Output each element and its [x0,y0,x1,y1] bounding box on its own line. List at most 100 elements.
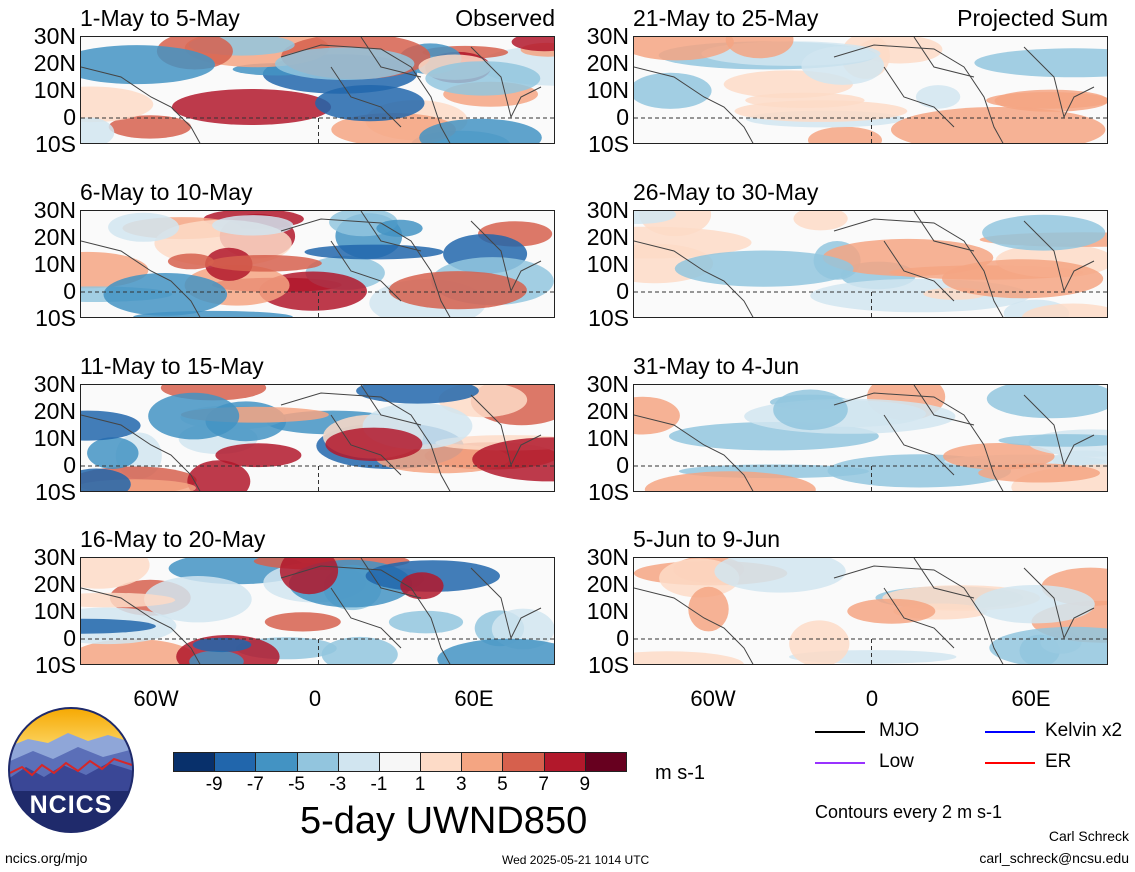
legend-kelvin-label: Kelvin x2 [1045,720,1123,741]
right-panel-0-note: Projected Sum [957,5,1108,31]
anomaly-field [634,37,1107,143]
right-panel-1-lat-label: 10N [586,251,629,277]
colorbar-tick-label: -1 [370,774,388,795]
colorbar [173,752,627,772]
colorbar-swatch [378,752,422,772]
right-panel-2-lat-label: 10N [586,425,629,451]
colorbar-swatch [296,752,339,772]
left-panel-3-lat-label: 10S [35,652,76,678]
right-panel-3-title: 5-Jun to 9-Jun [633,526,781,552]
right-panel-2-title: 31-May to 4-Jun [633,353,800,379]
colorbar-swatch [461,752,504,772]
legend-er-label: ER [1045,751,1072,772]
footer-email[interactable]: carl_schreck@ncsu.edu [979,850,1129,866]
anomaly-field [634,211,1107,317]
anomaly-field [634,385,1107,491]
colorbar-tick-label: 1 [414,774,426,795]
right-panel-0-lat-label: 20N [586,50,629,76]
colorbar-tick-label: -5 [288,774,305,795]
right-panel-0-title: 21-May to 25-May [633,5,819,31]
footer-url[interactable]: ncics.org/mjo [5,850,88,866]
right-panel-1-lat-label: 20N [586,224,629,250]
right-panel-2-lat-label: 20N [586,398,629,424]
colorbar-tick-label: 3 [455,774,467,795]
left-panel-0-lat-label: 10N [33,77,76,103]
left-panel-0-lat-label: 10S [35,131,76,157]
left-panel-1-title: 6-May to 10-May [80,179,253,205]
legend-er-swatch [985,762,1035,764]
right-panel-3-lat-label: 30N [586,544,629,570]
colorbar-swatch [420,752,463,772]
right-panel-1-lat-label: 30N [586,197,629,223]
right-panel-3-lat-label: 10S [588,652,629,678]
left-panel-2-map [80,384,555,492]
left-panel-3-map [80,557,555,665]
lon-label-0-left: 0 [308,686,322,711]
anomaly-field [81,558,554,664]
left-panel-1-lat-label: 10N [33,251,76,277]
right-panel-1-lat-label: 0 [616,278,629,304]
colorbar-swatch [214,752,257,772]
colorbar-swatch [502,752,545,772]
colorbar-swatch [255,752,298,772]
lon-label-0-right: 0 [865,686,879,711]
right-panel-3-map [633,557,1108,665]
left-panel-2-lat-label: 30N [33,371,76,397]
colorbar-tick-label: -7 [246,774,264,795]
right-panel-1-map [633,210,1108,318]
right-panel-0-lat-label: 0 [616,104,629,130]
legend-mjo-swatch [815,731,865,733]
contour-note: Contours every 2 m s-1 [815,802,1003,822]
right-panel-1-title: 26-May to 30-May [633,179,819,205]
left-panel-3-lat-label: 30N [33,544,76,570]
footer-author: Carl Schreck [1048,828,1129,844]
left-panel-3-lat-label: 10N [33,598,76,624]
left-panel-0-note: Observed [455,5,555,31]
left-panel-0-lat-label: 20N [33,50,76,76]
colorbar-swatch [584,752,627,772]
left-panel-1-lat-label: 20N [33,224,76,250]
legend-mjo-label: MJO [879,720,920,741]
left-panel-2-lat-label: 20N [33,398,76,424]
lon-label-60w-left: 60W [133,686,179,711]
anomaly-field [634,558,1107,664]
right-panel-2-lat-label: 0 [616,452,629,478]
left-panel-1-lat-label: 30N [33,197,76,223]
footer-timestamp: Wed 2025-05-21 1014 UTC [502,853,650,867]
anomaly-field [81,385,554,491]
left-panel-0-title: 1-May to 5-May [80,5,240,31]
left-panel-1-map [80,210,555,318]
right-panel-0-map [633,36,1108,144]
left-panel-2-lat-label: 10S [35,479,76,505]
legend-low-label: Low [879,751,914,772]
colorbar-tick-label: 9 [579,774,591,795]
anomaly-field [81,211,554,317]
right-panel-2-map [633,384,1108,492]
right-panel-3-lat-label: 0 [616,625,629,651]
wave-legend: MJO Kelvin x2 Low ER [815,720,1135,780]
right-panel-1-lat-label: 10S [588,305,629,331]
anomaly-field [81,37,554,143]
left-panel-1-lat-label: 10S [35,305,76,331]
colorbar-tick-label: -9 [205,774,223,795]
left-panel-0-lat-label: 0 [63,104,76,130]
main-title: 5-day UWND850 [300,800,588,842]
left-panel-2-title: 11-May to 15-May [80,353,264,379]
right-panel-0-lat-label: 30N [586,23,629,49]
colorbar-ticks: -9 -7 -5 -3 -1 1 3 5 7 9 [173,772,626,796]
left-panel-3-lat-label: 20N [33,571,76,597]
colorbar-units: m s-1 [655,762,705,784]
lon-label-60e-right: 60E [1011,686,1051,711]
left-panel-3-lat-label: 0 [63,625,76,651]
right-panel-0-lat-label: 10N [586,77,629,103]
right-panel-0-lat-label: 10S [588,131,629,157]
left-panel-1-lat-label: 0 [63,278,76,304]
right-panel-3-lat-label: 10N [586,598,629,624]
legend-kelvin-swatch [985,731,1035,733]
right-panel-2-lat-label: 10S [588,479,629,505]
left-panel-0-lat-label: 30N [33,23,76,49]
colorbar-tick-label: -3 [329,774,347,795]
ncics-logo-icon [8,707,134,833]
ncics-logo: NCICS [8,707,134,833]
lon-label-60w-right: 60W [690,686,736,711]
